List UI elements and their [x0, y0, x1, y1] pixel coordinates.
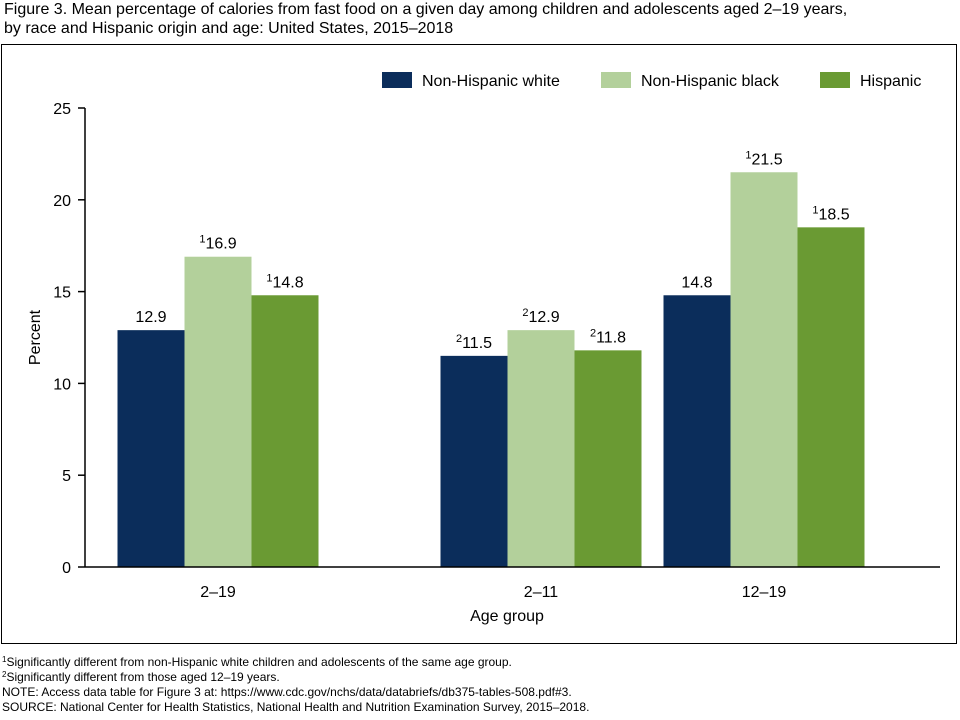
- data-label-value: 14.8: [272, 274, 303, 291]
- bar-3-3: [797, 227, 865, 567]
- x-axis-title: Age group: [470, 608, 544, 625]
- legend-swatch-2: [601, 72, 631, 88]
- data-label-value: 18.5: [818, 206, 849, 223]
- footnote-1-marker: 1: [2, 655, 7, 664]
- legend-label-1: Non-Hispanic white: [422, 73, 560, 90]
- data-label-footnote-marker: 1: [812, 204, 818, 216]
- footnote-2-marker: 2: [2, 670, 7, 679]
- data-label-value: 11.8: [596, 329, 626, 346]
- bar-1-1: [117, 330, 185, 567]
- bar-2-2: [507, 330, 575, 567]
- legend-label-3: Hispanic: [860, 73, 921, 90]
- bar-1-3: [663, 295, 731, 567]
- y-tick-label: 25: [53, 101, 71, 118]
- data-label-footnote-marker: 1: [745, 149, 751, 161]
- x-tick-label: 12–19: [742, 584, 787, 601]
- legend-swatch-3: [820, 72, 850, 88]
- legend-label-2: Non-Hispanic black: [641, 73, 780, 90]
- footnotes: 1Significantly different from non-Hispan…: [2, 655, 952, 715]
- data-label-value: 11.5: [462, 335, 492, 352]
- bar-3-2: [574, 350, 642, 567]
- data-label: 116.9: [199, 234, 236, 253]
- legend-swatch-1: [382, 72, 412, 88]
- data-label-footnote-marker: 2: [590, 327, 596, 339]
- data-label: 212.9: [522, 307, 559, 326]
- source-text: SOURCE: National Center for Health Stati…: [2, 700, 590, 714]
- y-axis-title: Percent: [27, 309, 44, 365]
- data-label-value: 21.5: [751, 151, 782, 168]
- bar-1-2: [440, 355, 508, 567]
- y-tick-label: 10: [53, 376, 71, 393]
- note-text: NOTE: Access data table for Figure 3 at:…: [2, 685, 572, 699]
- data-label-footnote-marker: 1: [199, 234, 205, 246]
- data-label: 118.5: [812, 204, 849, 223]
- y-tick-label: 5: [62, 468, 71, 485]
- figure-title-line-2: by race and Hispanic origin and age: Uni…: [4, 20, 454, 37]
- data-label-value: 16.9: [205, 236, 236, 253]
- data-label: 14.8: [681, 274, 712, 291]
- data-label: 12.9: [135, 309, 166, 326]
- y-tick-label: 20: [53, 193, 71, 210]
- footnote-2-text: Significantly different from those aged …: [6, 670, 280, 684]
- chart-frame: [1, 44, 957, 644]
- bar-3-1: [251, 295, 319, 567]
- data-label-value: 12.9: [528, 309, 559, 326]
- footnote-1-text: Significantly different from non-Hispani…: [6, 655, 512, 669]
- footnote-1: 1Significantly different from non-Hispan…: [2, 655, 952, 670]
- data-label-footnote-marker: 2: [522, 307, 528, 319]
- y-tick-label: 15: [53, 285, 71, 302]
- footnote-2: 2Significantly different from those aged…: [2, 670, 952, 685]
- x-tick-label: 2–11: [524, 584, 559, 601]
- data-label-footnote-marker: 2: [456, 333, 462, 345]
- data-label: 114.8: [266, 272, 303, 291]
- data-label: 211.8: [590, 327, 626, 346]
- data-label-footnote-marker: 1: [266, 272, 272, 284]
- figure-title-line-1: Figure 3. Mean percentage of calories fr…: [4, 1, 848, 18]
- y-tick-label: 0: [62, 560, 71, 577]
- bar-2-1: [184, 256, 252, 567]
- data-label: 121.5: [745, 149, 782, 168]
- figure-title: Figure 3. Mean percentage of calories fr…: [4, 0, 954, 38]
- bar-2-3: [730, 172, 798, 567]
- data-label: 211.5: [456, 333, 492, 352]
- x-tick-label: 2–19: [200, 584, 236, 601]
